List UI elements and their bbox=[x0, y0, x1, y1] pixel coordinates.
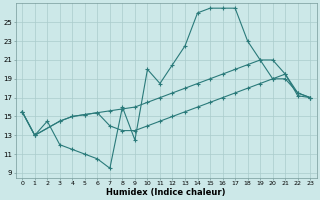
X-axis label: Humidex (Indice chaleur): Humidex (Indice chaleur) bbox=[107, 188, 226, 197]
